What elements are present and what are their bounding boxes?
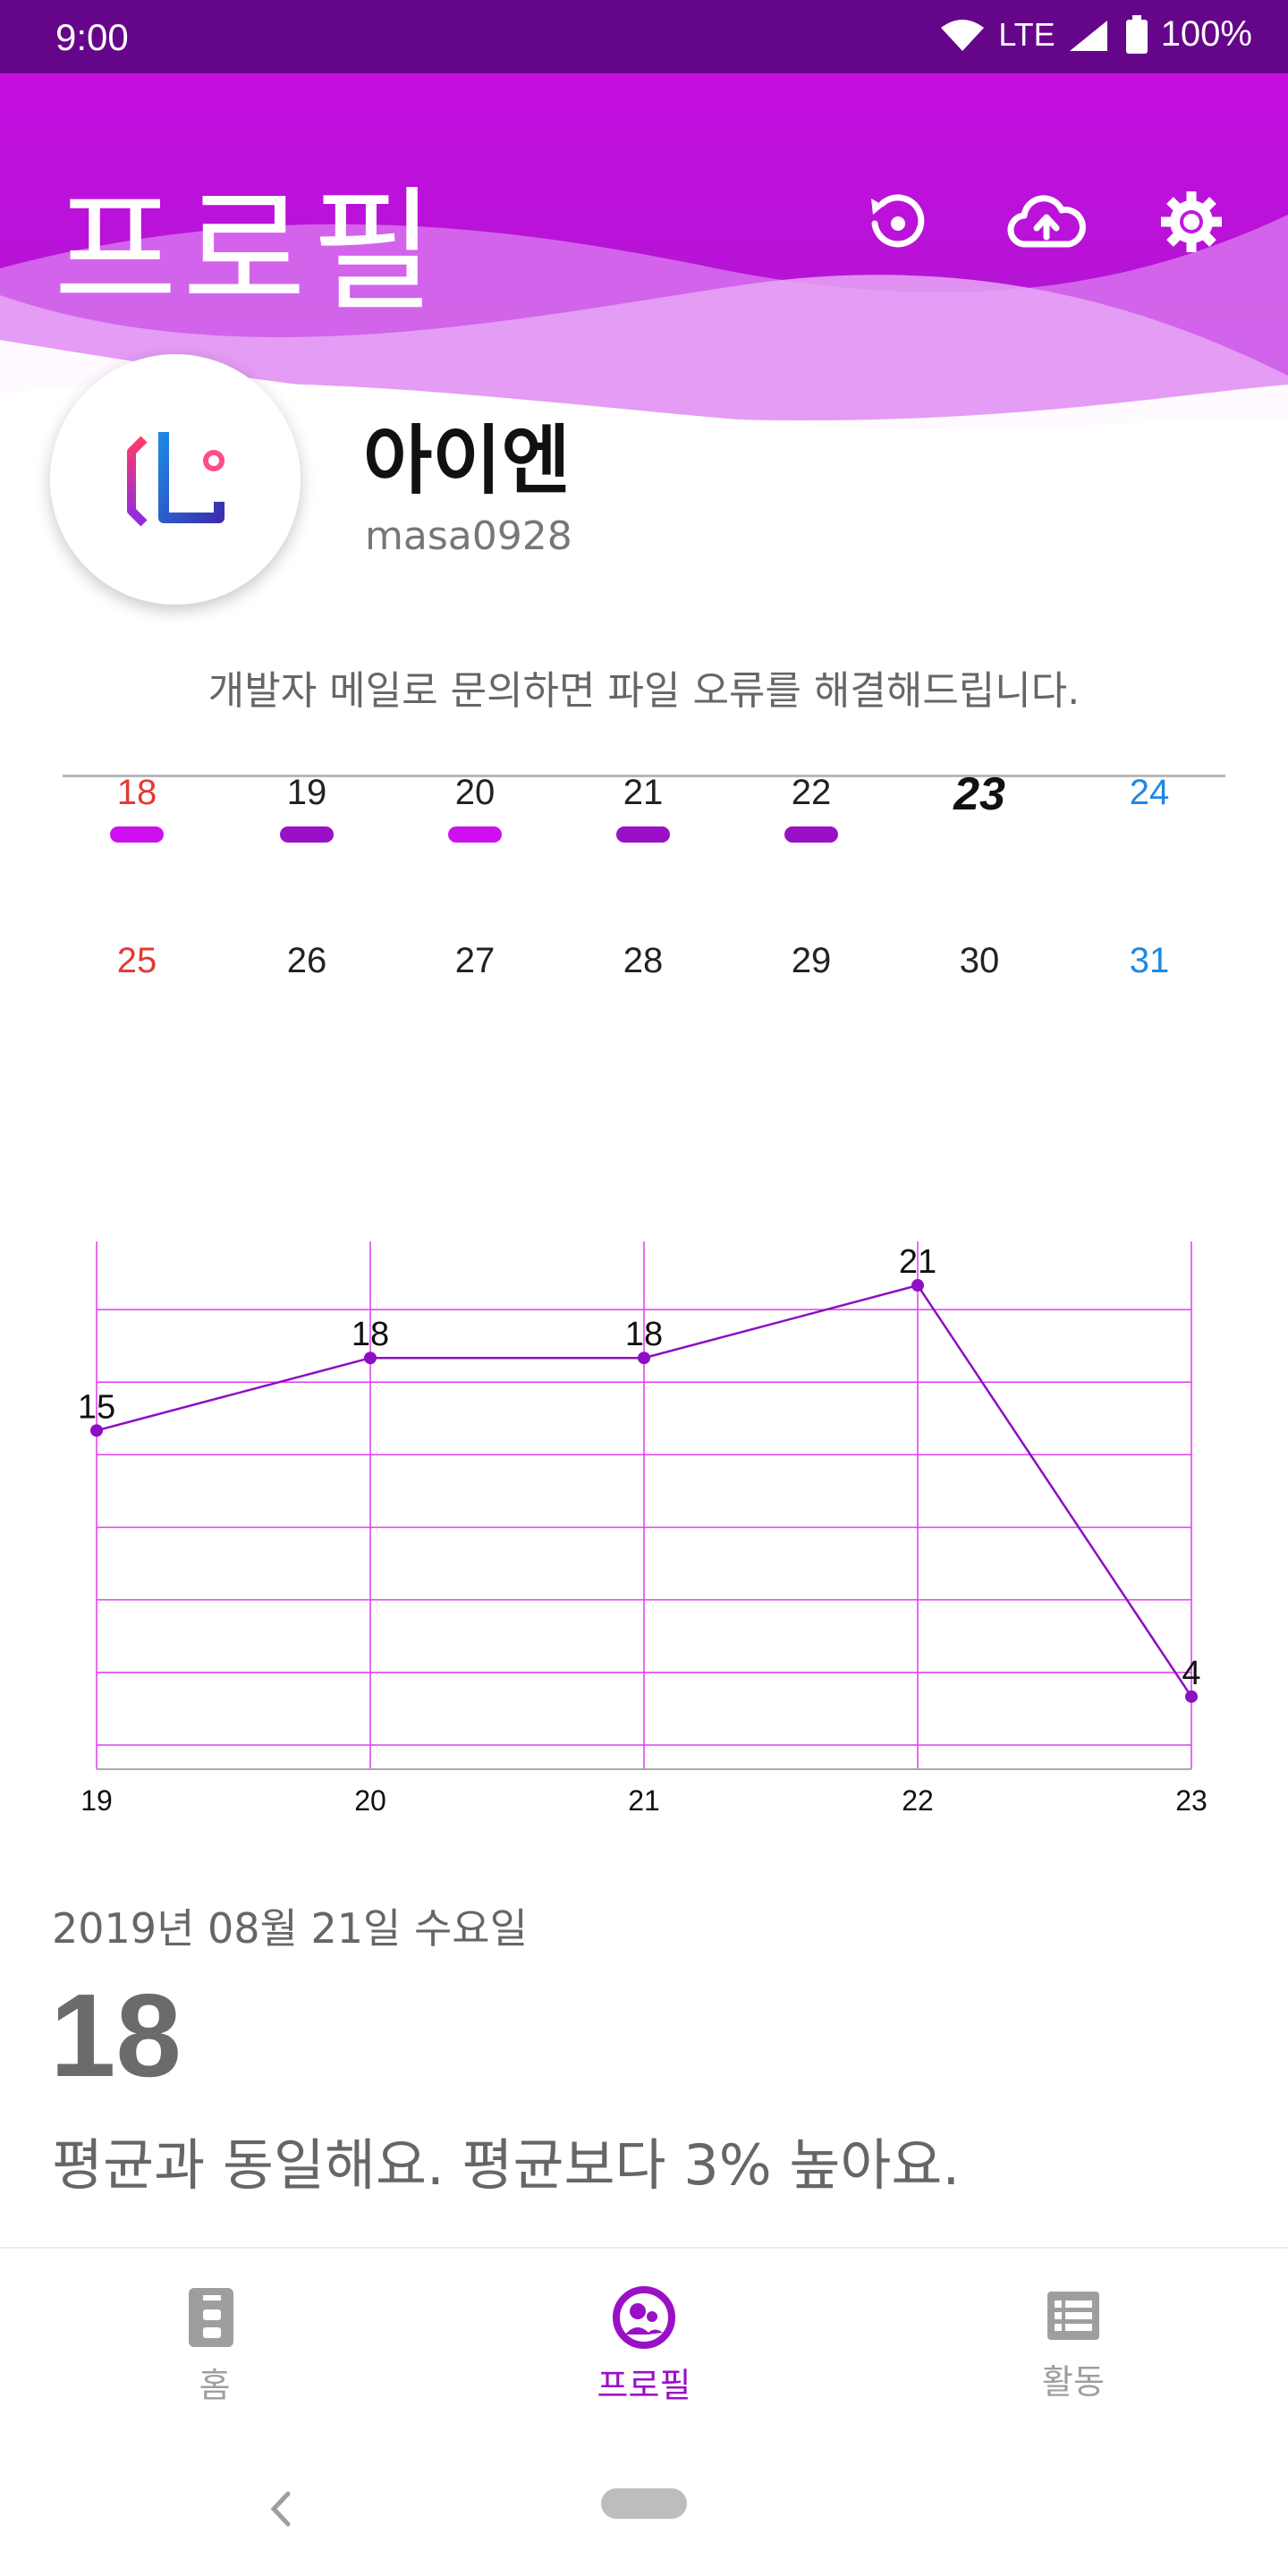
- status-icons: LTE 100%: [939, 14, 1252, 55]
- app-logo-icon: [127, 432, 225, 527]
- chart-data-label: 15: [78, 1388, 115, 1426]
- calendar-day[interactable]: 29: [791, 941, 832, 980]
- line-chart: 15 18 18 21 4 19 20 21 22 23: [78, 1241, 1208, 1817]
- wifi-icon: [941, 19, 985, 51]
- system-nav-bar: [0, 2462, 1288, 2576]
- chart-x-tick-label: 21: [628, 1784, 660, 1817]
- chart-data-label: 18: [625, 1316, 663, 1353]
- status-bar: 9:00 LTE 100%: [0, 0, 1288, 73]
- chart-x-tick-label: 22: [902, 1784, 934, 1817]
- chart-data-point: [911, 1279, 924, 1292]
- calendar-day[interactable]: 31: [1129, 941, 1170, 980]
- calendar-divider: [63, 775, 1225, 777]
- calendar-record-marker: [784, 826, 838, 843]
- profile-name: 아이엔: [363, 417, 571, 504]
- battery-level: 100%: [1160, 14, 1252, 54]
- battery-icon: [1125, 14, 1148, 54]
- calendar-record-marker: [110, 826, 164, 843]
- chart-data-point: [1185, 1690, 1198, 1703]
- nav-label-activity: 활동: [1042, 2362, 1105, 2402]
- calendar-day[interactable]: 22: [791, 773, 832, 812]
- signal-icon: [1069, 20, 1107, 51]
- home-pill[interactable]: [601, 2488, 687, 2519]
- nav-label-home: 홈: [199, 2366, 231, 2405]
- calendar-record-marker: [280, 826, 334, 843]
- chart-x-tick-label: 23: [1175, 1784, 1208, 1817]
- gear-icon[interactable]: [1148, 179, 1234, 265]
- chart-x-tick-label: 20: [354, 1784, 386, 1817]
- chart-data-label: 21: [899, 1243, 936, 1281]
- calendar-record-marker: [448, 826, 502, 843]
- restore-icon[interactable]: [855, 179, 941, 265]
- home-icon: [189, 2288, 233, 2347]
- chart-data-label: 18: [352, 1316, 389, 1353]
- calendar-day[interactable]: 19: [286, 773, 327, 812]
- selected-value: 18: [50, 1970, 182, 2101]
- chart-x-tick-label: 19: [80, 1784, 113, 1817]
- chart-data-point: [90, 1424, 103, 1437]
- nav-item-home[interactable]: 홈: [80, 2284, 349, 2407]
- calendar-day[interactable]: 23: [953, 768, 1005, 820]
- comparison-text: 평균과 동일해요. 평균보다 3% 높아요.: [52, 2132, 961, 2198]
- nav-item-profile[interactable]: 프로필: [510, 2284, 778, 2407]
- list-icon: [1047, 2292, 1099, 2340]
- calendar-day[interactable]: 27: [454, 941, 496, 980]
- nav-item-activity[interactable]: 활동: [939, 2284, 1208, 2403]
- calendar-day[interactable]: 25: [116, 941, 157, 980]
- header: 9:00 LTE 100% 프로필: [0, 0, 1288, 465]
- selected-date: 2019년 08월 21일 수요일: [52, 1904, 528, 1953]
- nav-label-profile: 프로필: [597, 2366, 691, 2405]
- page-title: 프로필: [54, 174, 441, 330]
- bottom-nav: 홈 프로필 활동: [0, 2247, 1288, 2462]
- calendar-record-marker: [616, 826, 670, 843]
- notice-text: 개발자 메일로 문의하면 파일 오류를 해결해드립니다.: [208, 668, 1080, 714]
- back-icon[interactable]: [263, 2487, 299, 2531]
- profile-icon: [613, 2286, 675, 2349]
- calendar-day[interactable]: 30: [959, 941, 1000, 980]
- network-type: LTE: [998, 15, 1055, 53]
- calendar-day[interactable]: 28: [623, 941, 664, 980]
- cloud-upload-icon[interactable]: [1004, 179, 1089, 265]
- status-time: 9:00: [55, 16, 129, 58]
- calendar-day[interactable]: 21: [623, 773, 664, 812]
- calendar-day[interactable]: 24: [1129, 773, 1170, 812]
- calendar-day[interactable]: 26: [286, 941, 327, 980]
- chart-data-point: [364, 1352, 377, 1365]
- chart-data-point: [638, 1352, 650, 1365]
- header-wave-decoration: [0, 215, 1288, 465]
- calendar-day[interactable]: 20: [454, 773, 496, 812]
- calendar-day[interactable]: 18: [116, 773, 157, 812]
- profile-user-id: masa0928: [365, 513, 572, 559]
- chart-data-label: 4: [1182, 1655, 1200, 1692]
- avatar[interactable]: [50, 354, 301, 605]
